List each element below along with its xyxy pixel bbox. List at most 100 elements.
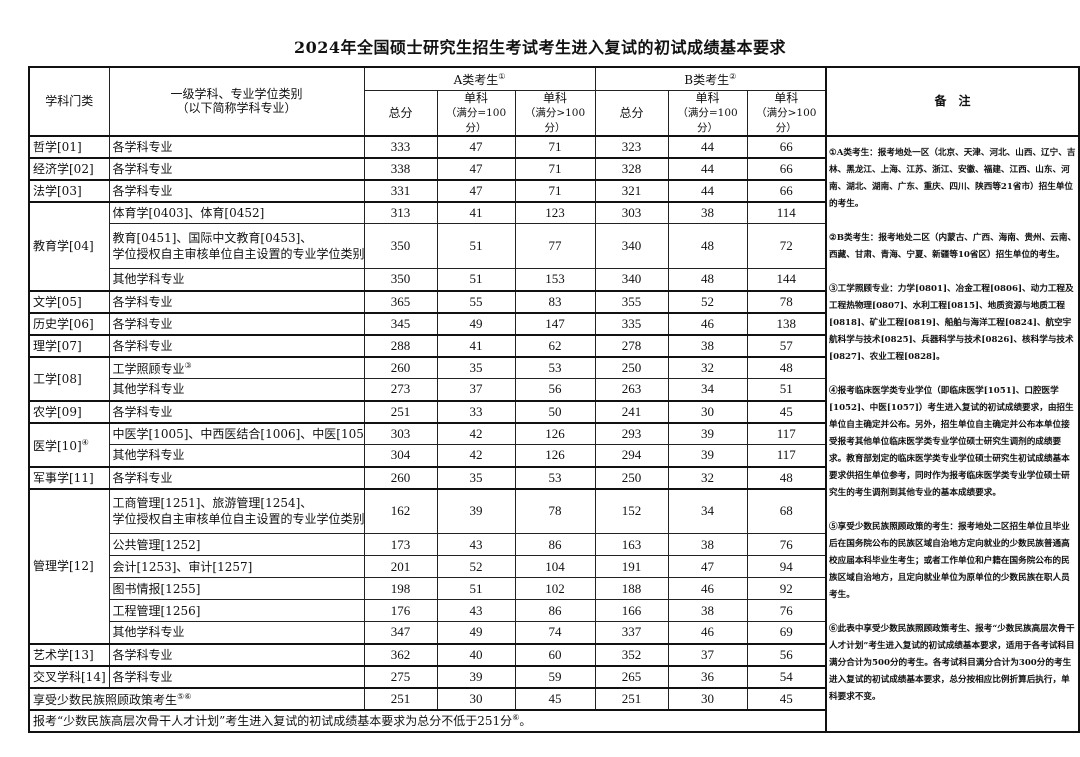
score-a-total: 331 — [363, 178, 438, 202]
score-b-singlegt100: 48 — [746, 465, 827, 489]
score-b-single100: 38 — [667, 599, 748, 622]
score-b-singlegt100: 144 — [746, 268, 827, 291]
score-b-singlegt100: 45 — [746, 686, 827, 710]
score-a-total: 173 — [363, 533, 438, 556]
category-cell: 享受少数民族照顾政策考生⑤⑥ — [28, 686, 365, 710]
footer-row: 报考“少数民族高层次骨干人才计划”考生进入复试的初试成绩基本要求为总分不低于25… — [28, 708, 1079, 732]
subject-cell: 各学科专业 — [108, 664, 365, 688]
score-b-single100: 36 — [667, 664, 748, 688]
score-a-single100: 47 — [436, 134, 516, 158]
table-row: 公共管理[1252] 173 43 86 163 38 76 — [29, 533, 1079, 556]
score-b-total: 340 — [594, 223, 669, 269]
score-a-total: 251 — [363, 686, 438, 710]
score-a-single100: 39 — [436, 664, 516, 688]
subject-cell: 会计[1253]、审计[1257] — [108, 555, 365, 578]
subject-cell: 各学科专业 — [108, 399, 365, 423]
score-a-single100: 42 — [436, 444, 516, 467]
category-cell: 医学[10]④ — [28, 421, 110, 467]
category-cell: 法学[03] — [28, 178, 110, 202]
header-b-singlegt100: 单科 （满分>100分） — [746, 89, 827, 136]
score-b-total: 188 — [594, 577, 669, 600]
score-a-single100: 51 — [436, 268, 516, 291]
score-b-singlegt100: 72 — [746, 223, 827, 269]
subject-name: 其他学科专业 — [112, 272, 185, 287]
subject-cell: 各学科专业 — [108, 289, 365, 313]
remark-note: ⑥此表中享受少数民族照顾政策考生、报考“少数民族高层次骨干人才计划”考生进入复试… — [829, 623, 1075, 702]
subject-name: 各学科专业 — [112, 139, 173, 154]
header-a-single100: 单科 （满分=100分） — [436, 89, 516, 136]
subject-cell: 各学科专业 — [108, 465, 365, 489]
score-b-singlegt100: 76 — [746, 599, 827, 622]
table-row: 军事学[11] 各学科专业 260 35 53 250 32 48 — [28, 465, 1079, 489]
category-name: 工学[08] — [33, 371, 82, 386]
score-b-single100: 38 — [667, 333, 748, 357]
score-a-single100: 37 — [436, 378, 516, 401]
category-cell: 哲学[01] — [28, 134, 110, 158]
table-row: 经济学[02] 各学科专业 338 47 71 328 44 66 — [28, 156, 1079, 180]
full100-label: （满分=100分） — [445, 106, 507, 134]
score-b-singlegt100: 69 — [746, 621, 827, 644]
score-a-singlegt100: 45 — [514, 686, 596, 710]
score-b-singlegt100: 56 — [746, 642, 827, 666]
single-label: 单科 — [774, 90, 799, 105]
full100-label: （满分=100分） — [677, 106, 738, 134]
score-b-total: 163 — [594, 533, 669, 556]
score-b-single100: 47 — [667, 555, 748, 578]
subject-name: 各学科专业 — [112, 669, 173, 684]
score-b-single100: 38 — [667, 200, 748, 224]
subject-cell: 体育学[0403]、体育[0452] — [108, 200, 365, 224]
subject-cell: 各学科专业 — [108, 311, 365, 335]
score-a-total: 201 — [363, 555, 438, 578]
subject-name-line2: 学位授权自主审核单位自主设置的专业学位类别 — [112, 247, 364, 261]
header-subject-line1: 一级学科、专业学位类别 — [170, 87, 303, 102]
score-a-single100: 33 — [436, 399, 516, 423]
category-cell: 经济学[02] — [28, 156, 110, 180]
subject-name: 工商管理[1251]、旅游管理[1254]、 — [112, 496, 313, 511]
score-a-singlegt100: 53 — [514, 465, 596, 489]
subject-name: 各学科专业 — [112, 161, 173, 176]
subject-cell: 各学科专业 — [108, 134, 365, 158]
subject-cell: 各学科专业 — [108, 333, 365, 357]
subject-name: 各学科专业 — [112, 294, 173, 309]
score-a-total: 338 — [363, 156, 438, 180]
category-name: 哲学[01] — [33, 139, 82, 154]
score-a-total: 304 — [363, 444, 438, 467]
score-b-singlegt100: 117 — [746, 444, 827, 467]
score-b-single100: 46 — [667, 621, 748, 644]
score-b-total: 250 — [594, 355, 669, 379]
score-a-total: 275 — [363, 664, 438, 688]
score-b-total: 265 — [594, 664, 669, 688]
score-a-single100: 51 — [436, 577, 516, 600]
score-a-single100: 39 — [436, 487, 516, 534]
category-cell: 军事学[11] — [28, 465, 110, 489]
table-row: 法学[03] 各学科专业 331 47 71 321 44 66 — [28, 178, 1079, 202]
score-a-total: 303 — [363, 421, 438, 445]
score-b-total: 303 — [594, 200, 669, 224]
footer-text: 报考“少数民族高层次骨干人才计划”考生进入复试的初试成绩基本要求为总分不低于25… — [33, 714, 513, 728]
score-a-singlegt100: 71 — [514, 156, 596, 180]
score-a-single100: 41 — [436, 200, 516, 224]
score-table: 学科门类 一级学科、专业学位类别 （以下简称学科专业） A类考生① B类考生② 备… — [28, 66, 1080, 733]
score-b-total: 241 — [594, 399, 669, 423]
group-b-note: ② — [729, 72, 737, 82]
score-a-total: 273 — [363, 378, 438, 401]
score-a-singlegt100: 77 — [514, 223, 596, 269]
score-a-total: 251 — [363, 399, 438, 423]
subject-name: 各学科专业 — [112, 183, 173, 198]
score-b-single100: 46 — [667, 311, 748, 335]
score-a-single100: 35 — [436, 355, 516, 379]
table-row: 其他学科专业 347 49 74 337 46 69 — [29, 621, 1079, 644]
category-name: 管理学[12] — [33, 559, 94, 573]
subject-cell: 其他学科专业 — [108, 621, 365, 644]
score-b-total: 335 — [594, 311, 669, 335]
category-cell: 农学[09] — [28, 399, 110, 423]
score-b-total: 323 — [594, 134, 669, 158]
score-b-single100: 44 — [667, 156, 748, 180]
score-b-singlegt100: 66 — [746, 134, 827, 158]
score-a-single100: 49 — [436, 311, 516, 335]
single-label: 单科 — [463, 90, 488, 105]
score-a-single100: 52 — [436, 555, 516, 578]
score-a-single100: 43 — [436, 533, 516, 556]
score-a-singlegt100: 126 — [514, 421, 596, 445]
score-b-total: 293 — [594, 421, 669, 445]
